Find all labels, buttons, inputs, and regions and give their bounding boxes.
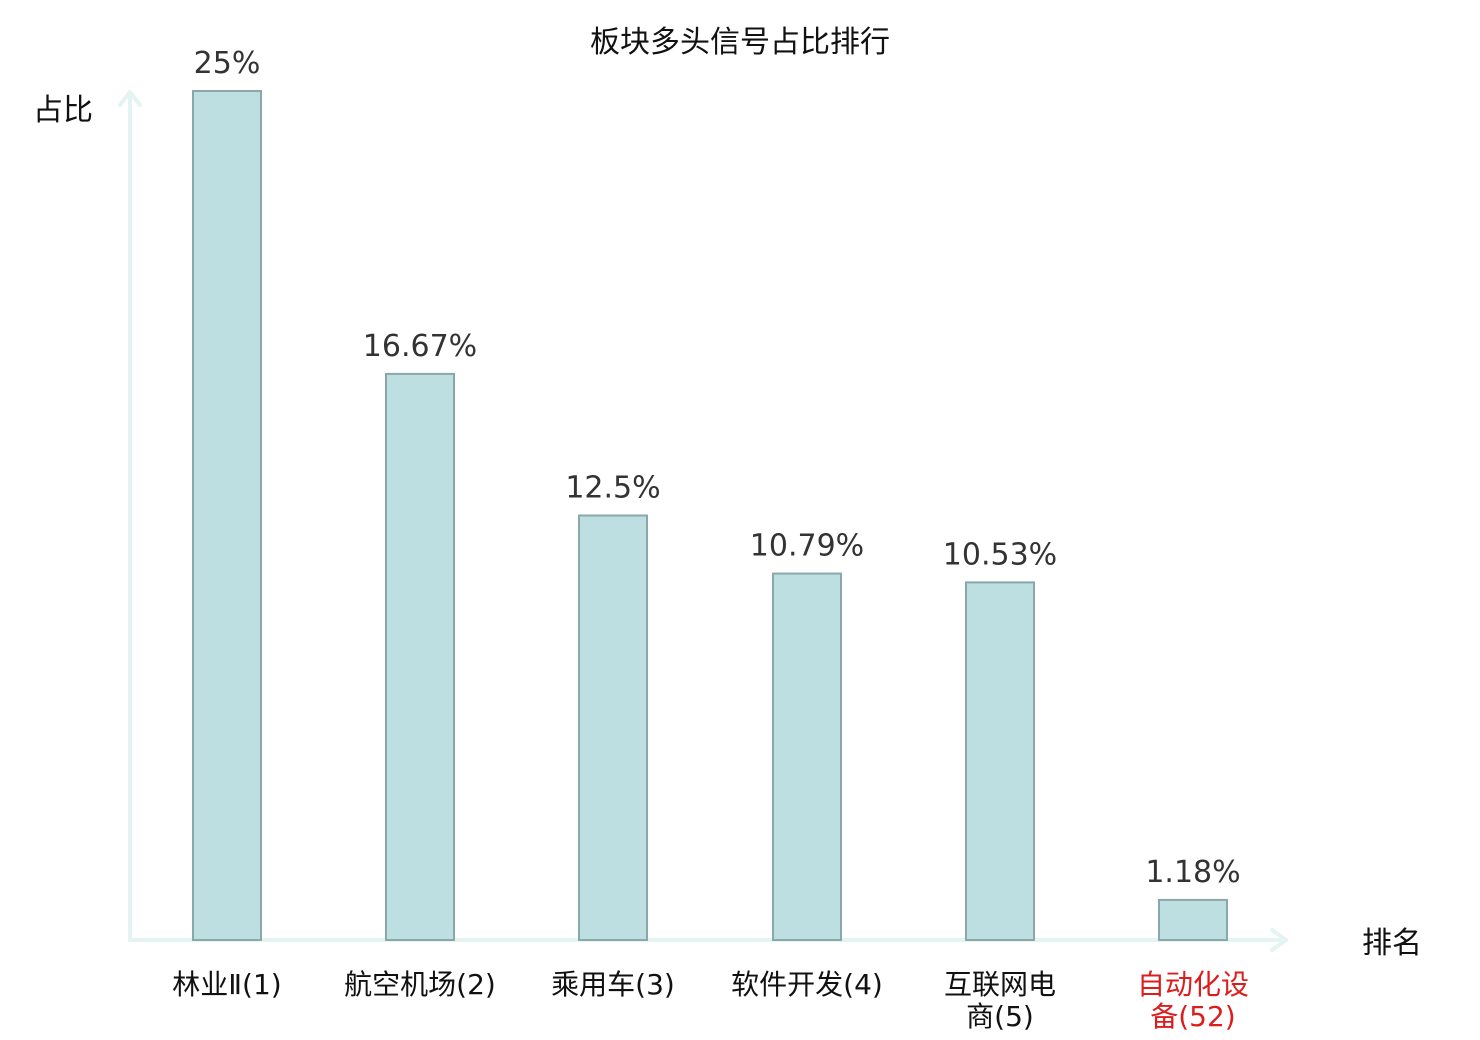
category-label: 互联网电商(5) xyxy=(944,968,1056,1033)
value-label: 12.5% xyxy=(565,471,660,506)
value-label: 10.79% xyxy=(750,529,864,564)
value-labels-group: 25% 16.67% 12.5% 10.79% 10.53% 1.18% xyxy=(194,46,1241,890)
value-label: 16.67% xyxy=(363,329,477,364)
bar xyxy=(578,514,648,941)
category-label: 乘用车(3) xyxy=(551,968,675,1001)
chart-title: 板块多头信号占比排行 xyxy=(590,25,890,60)
bar xyxy=(965,581,1035,941)
y-axis-label: 占比 xyxy=(33,93,93,128)
category-labels-group: 林业Ⅱ(1) 航空机场(2) 乘用车(3) 软件开发(4) 互联网电商(5) 自动化设备(… xyxy=(172,968,1249,1033)
value-label: 25% xyxy=(194,46,261,81)
bar xyxy=(772,572,842,941)
bar xyxy=(192,90,262,941)
category-label: 航空机场(2) xyxy=(344,968,496,1001)
x-axis-arrow-icon xyxy=(1270,928,1288,952)
category-label: 林业Ⅱ(1) xyxy=(172,968,281,1001)
y-axis-arrow-icon xyxy=(118,90,142,107)
bar xyxy=(1158,898,1228,941)
x-axis-label: 排名 xyxy=(1362,926,1422,961)
category-label: 软件开发(4) xyxy=(731,968,883,1001)
bar xyxy=(385,372,455,942)
axes xyxy=(118,90,1288,952)
bars-group xyxy=(192,90,1228,942)
value-label: 10.53% xyxy=(943,537,1057,572)
category-label: 自动化设备(52) xyxy=(1137,968,1249,1033)
value-label: 1.18% xyxy=(1145,855,1240,890)
